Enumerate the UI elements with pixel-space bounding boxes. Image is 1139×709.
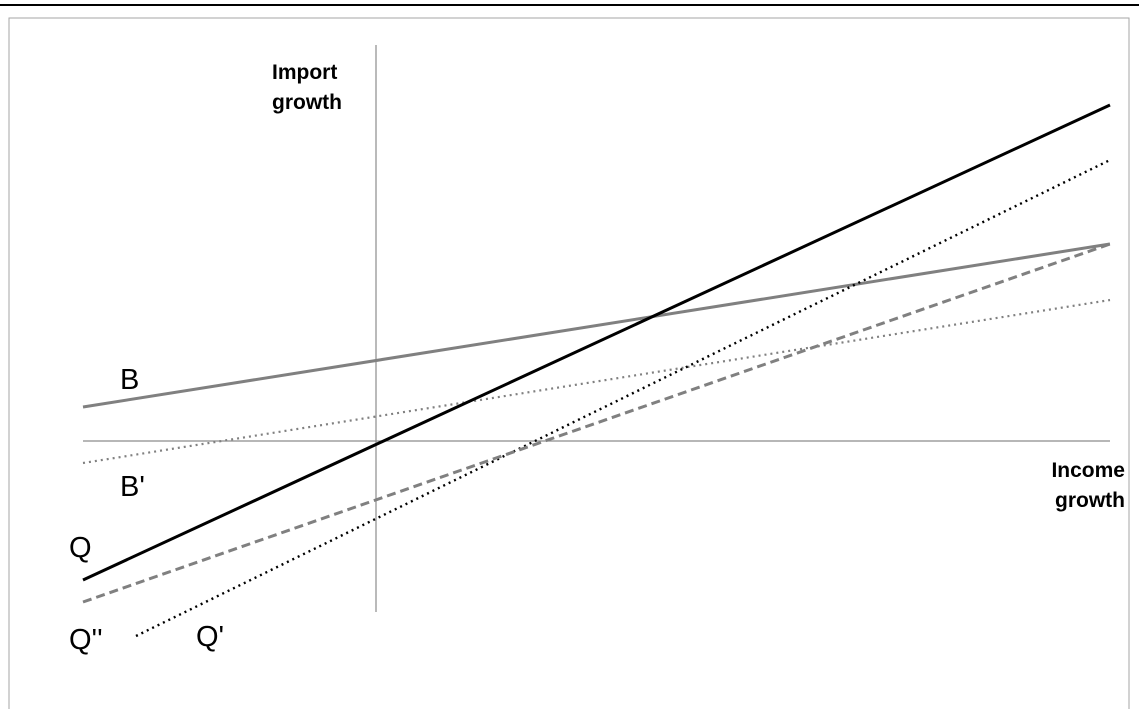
curve-b (82, 242, 1111, 409)
curve-q-prime-label: Q' (196, 621, 224, 653)
curve-q-prime (135, 158, 1111, 638)
x-axis-title-line2: growth (1055, 489, 1125, 512)
x-axis-title-line1: Income (1051, 459, 1125, 482)
curve-q-label: Q (69, 532, 92, 564)
curve-b-prime-label: B' (120, 471, 145, 503)
diagram-frame (8, 17, 1130, 709)
curve-q-double-prime-label: Q'' (69, 624, 103, 656)
curve-b-label: B (120, 364, 139, 396)
y-axis-title-line2: growth (272, 91, 342, 114)
y-axis-title-line1: Import (272, 61, 337, 84)
curve-q (82, 103, 1111, 582)
curve-q-double-prime (82, 242, 1111, 604)
